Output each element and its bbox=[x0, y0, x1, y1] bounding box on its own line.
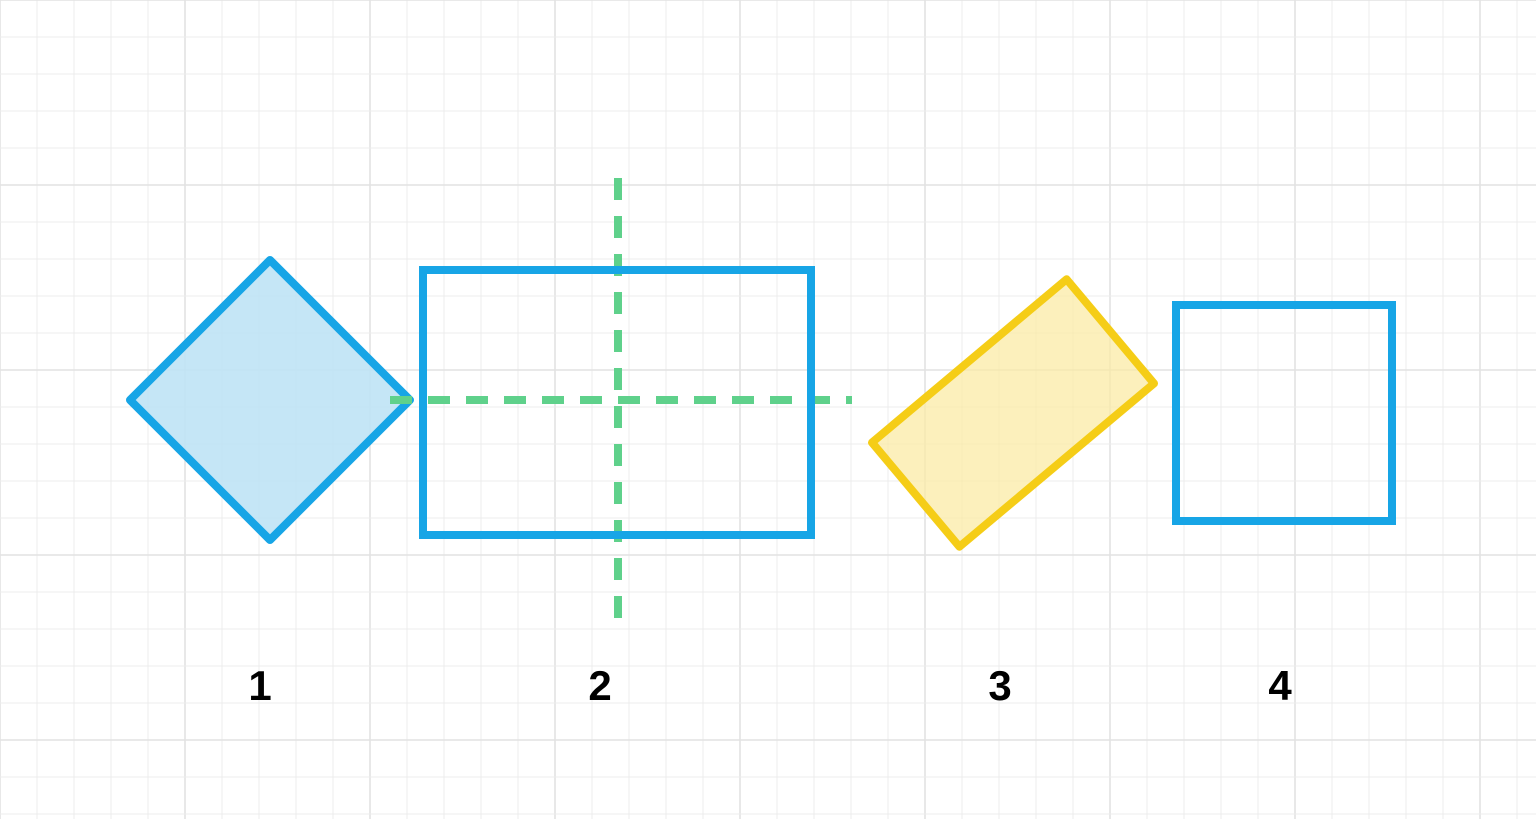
shape-label: 3 bbox=[988, 662, 1011, 709]
shape-label: 2 bbox=[588, 662, 611, 709]
shape-label: 4 bbox=[1268, 662, 1292, 709]
shape-label: 1 bbox=[248, 662, 271, 709]
